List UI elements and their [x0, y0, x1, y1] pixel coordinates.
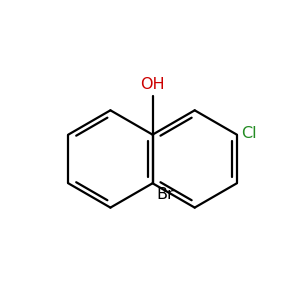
Text: Br: Br — [156, 187, 174, 202]
Text: Cl: Cl — [241, 126, 256, 141]
Text: OH: OH — [140, 77, 165, 92]
